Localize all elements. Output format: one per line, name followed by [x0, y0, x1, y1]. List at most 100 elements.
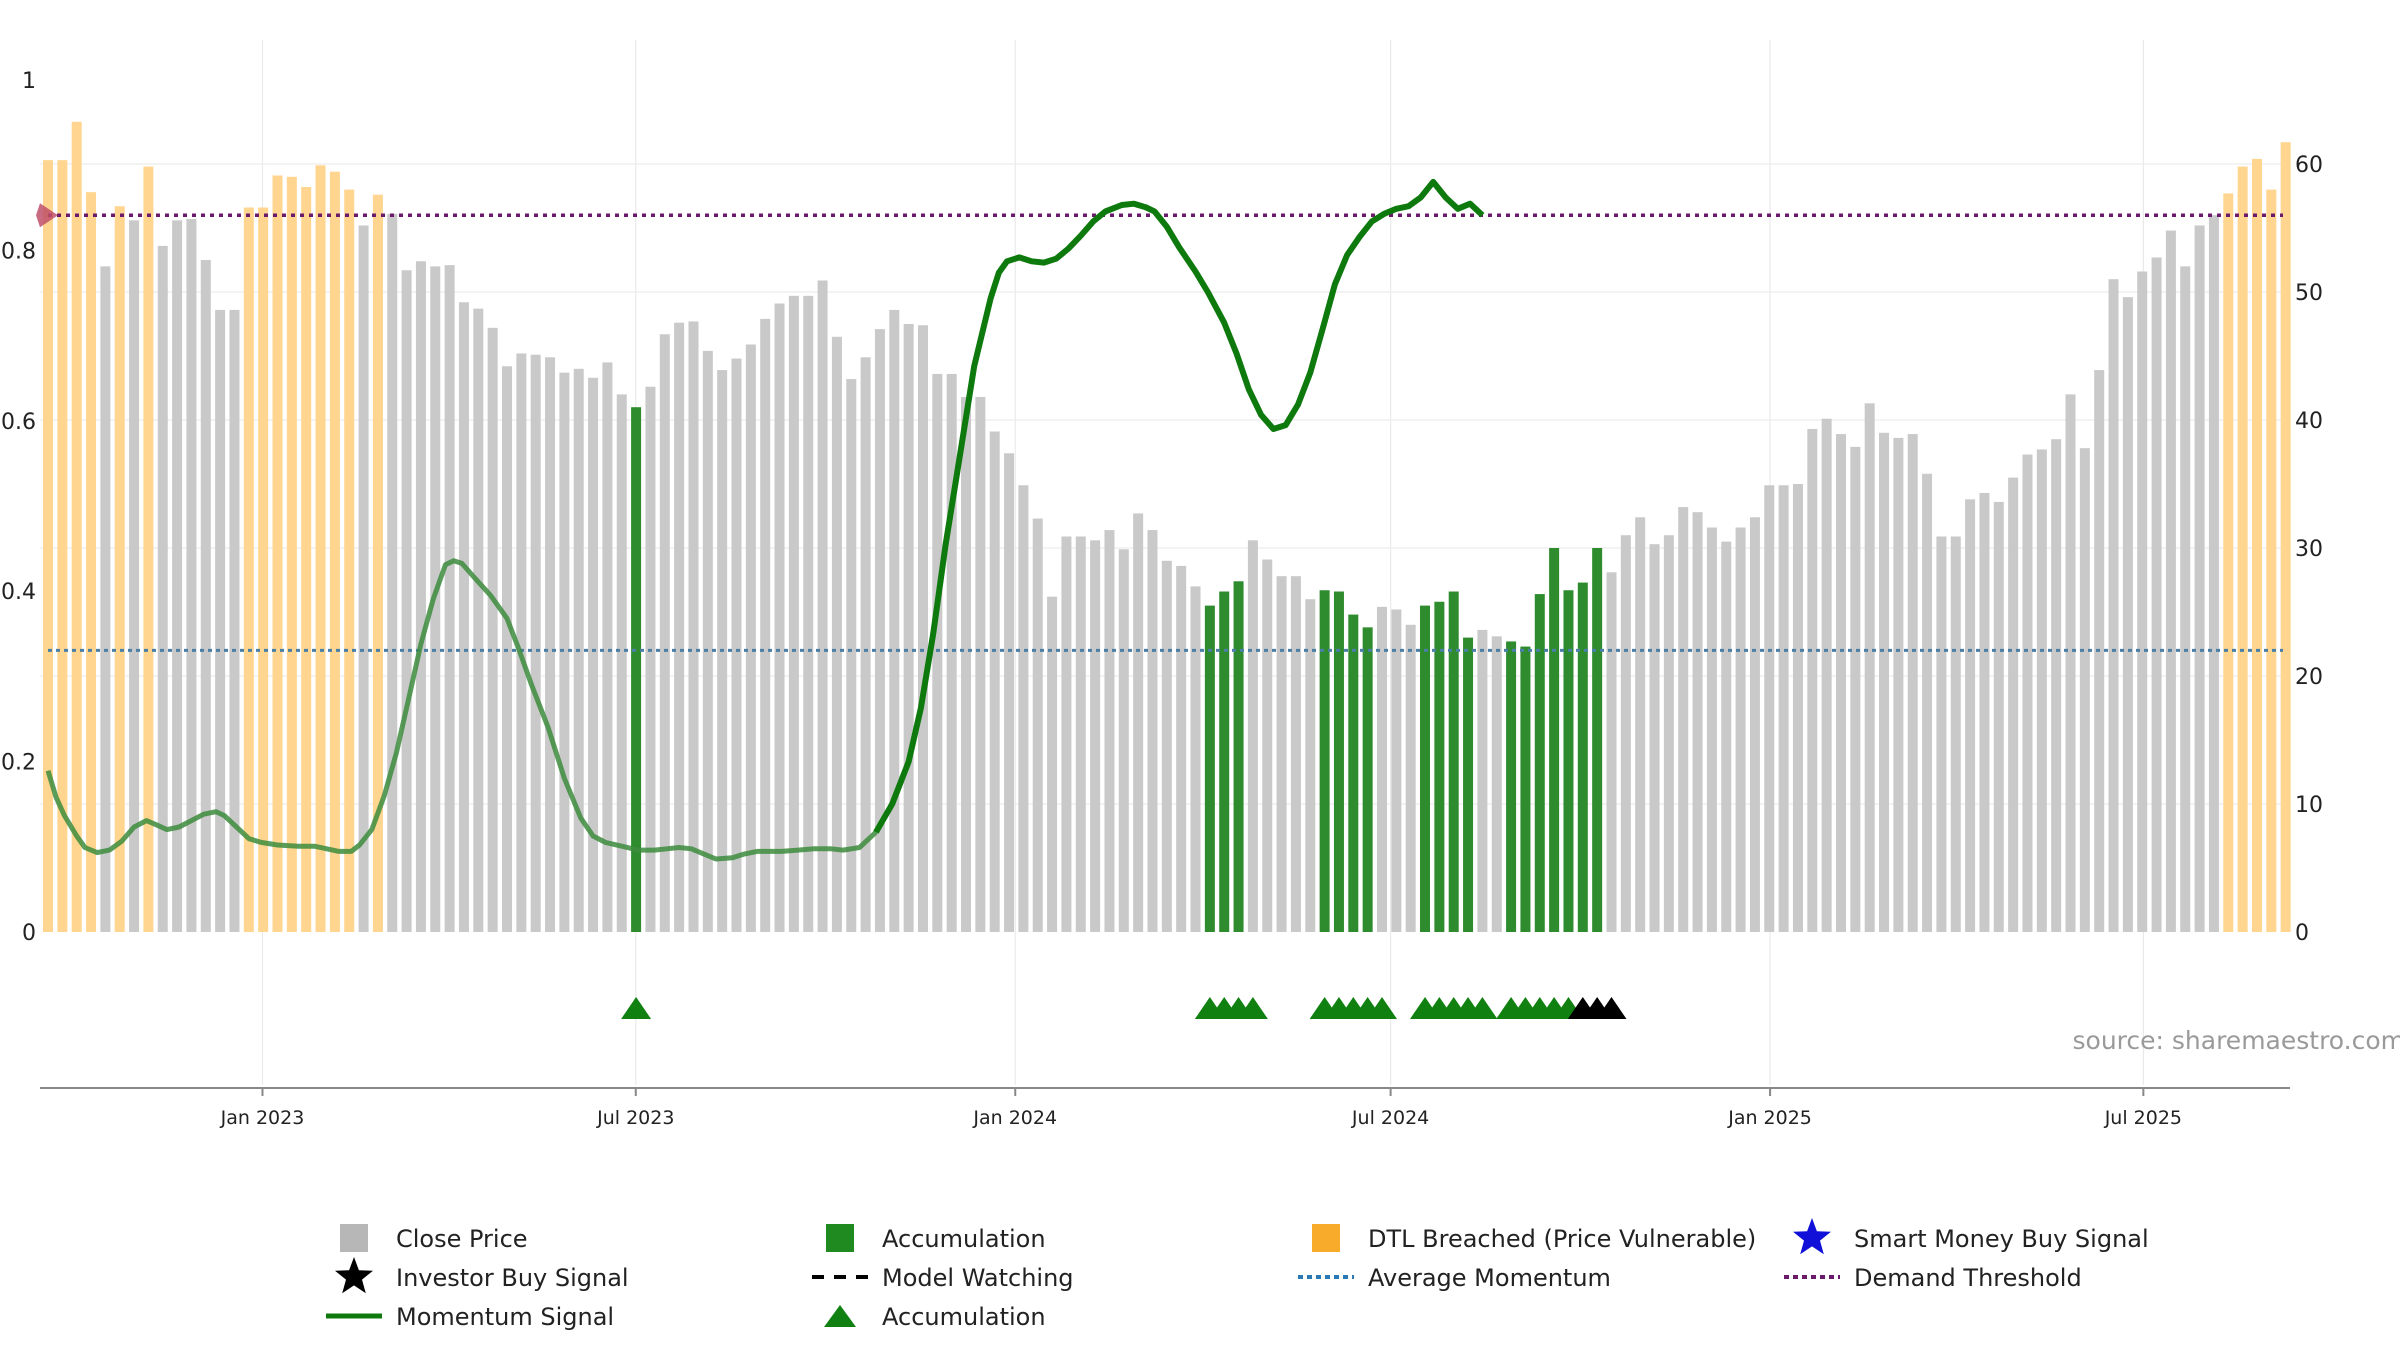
x-tick-label: Jan 2025	[1727, 1107, 1812, 1129]
left-tick-label: 0.8	[1, 239, 36, 264]
close-price-bar	[817, 280, 828, 933]
close-price-bar	[473, 308, 484, 932]
close-price-bar	[1678, 507, 1689, 932]
close-price-bar	[2022, 454, 2033, 932]
close-price-bar	[186, 219, 197, 933]
close-price-bar	[961, 396, 972, 933]
close-price-bar	[745, 344, 756, 933]
dtl-breached-bar	[329, 171, 340, 932]
accumulation-bar	[1577, 582, 1588, 932]
close-price-bar	[1936, 536, 1947, 932]
close-price-bar	[1850, 446, 1861, 932]
legend-square-swatch	[1312, 1224, 1340, 1252]
close-price-bar	[1405, 624, 1416, 932]
close-price-bar	[100, 266, 111, 932]
legend-item: DTL Breached (Price Vulnerable)	[1312, 1224, 1756, 1253]
close-price-bar	[645, 386, 656, 933]
close-price-bar	[874, 329, 885, 932]
x-tick-label: Jul 2023	[596, 1107, 674, 1129]
signal-markers	[621, 997, 1627, 1019]
legend-label: Model Watching	[882, 1264, 1074, 1292]
left-tick-label: 1	[22, 69, 36, 94]
left-tick-label: 0	[22, 921, 36, 946]
legend-star-icon	[335, 1257, 373, 1294]
right-tick-label: 40	[2295, 409, 2323, 434]
dtl-breached-bar	[372, 194, 383, 933]
momentum-signal-line-faded	[45, 558, 878, 862]
dtl-breached-bar	[71, 121, 82, 932]
close-price-bar	[200, 260, 211, 932]
dtl-breached-bar	[114, 206, 125, 933]
accumulation-bar	[631, 407, 642, 932]
close-price-bar	[1836, 434, 1846, 932]
accumulation-marker	[1237, 997, 1268, 1019]
accumulation-bar	[1233, 581, 1244, 932]
legend-item: Demand Threshold	[1784, 1264, 2082, 1292]
accumulation-bar	[1506, 641, 1517, 932]
close-price-bar	[1118, 549, 1129, 932]
x-tick-label: Jan 2023	[220, 1107, 305, 1129]
accumulation-bar	[1549, 548, 1560, 932]
close-price-bar	[157, 245, 168, 933]
left-tick-label: 0.2	[1, 751, 36, 776]
close-price-bar	[530, 354, 541, 933]
dtl-breached-bar	[344, 189, 355, 933]
legend-label: Close Price	[396, 1225, 528, 1253]
close-price-bar	[989, 431, 1000, 932]
close-price-bar	[1979, 492, 1990, 932]
legend-item: Close Price	[340, 1224, 528, 1253]
legend-item: Momentum Signal	[326, 1303, 614, 1331]
source-annotation: source: sharemaestro.com	[2073, 1026, 2400, 1055]
momentum-signal-line	[873, 178, 1485, 834]
close-price-bar	[2051, 439, 2062, 932]
close-price-bar	[1706, 527, 1717, 932]
close-price-bar	[1376, 606, 1387, 932]
close-price-bar	[1190, 586, 1201, 932]
close-price-bar	[1147, 530, 1158, 932]
left-tick-label: 0.4	[1, 580, 36, 605]
close-price-bar	[1290, 576, 1301, 932]
accumulation-bar	[1204, 605, 1215, 932]
close-price-bar	[860, 357, 871, 932]
close-price-bar	[616, 394, 627, 932]
close-price-bar	[545, 357, 556, 932]
close-price-bar	[2036, 449, 2047, 932]
momentum-line	[45, 178, 1485, 862]
dtl-breached-bar	[272, 175, 283, 932]
accumulation-bar	[1362, 627, 1373, 932]
investor-buy-signal-marker	[1596, 997, 1627, 1019]
close-price-bar	[1821, 418, 1832, 933]
close-price-bar	[358, 225, 369, 932]
accumulation-marker	[1467, 997, 1498, 1019]
close-price-bar	[1692, 512, 1703, 932]
close-price-bar	[129, 220, 140, 932]
close-price-bar	[2065, 394, 2076, 932]
close-price-bar	[487, 327, 498, 933]
accumulation-bar	[1434, 601, 1445, 932]
close-price-bar	[1965, 499, 1976, 932]
close-price-bar	[1305, 599, 1316, 932]
close-price-bar	[1018, 485, 1029, 932]
close-price-bar	[516, 353, 527, 932]
close-price-bar	[2151, 257, 2162, 932]
close-price-bar	[1764, 485, 1775, 932]
legend-item: Accumulation	[824, 1303, 1046, 1331]
accumulation-bar	[1463, 637, 1474, 932]
close-price-bar	[1950, 536, 1961, 932]
close-price-bar	[1606, 572, 1617, 932]
close-price-bar	[2122, 297, 2133, 932]
right-tick-label: 0	[2295, 921, 2309, 946]
right-tick-label: 50	[2295, 281, 2323, 306]
legend-label: Smart Money Buy Signal	[1854, 1225, 2149, 1253]
dtl-breached-bar	[2280, 142, 2291, 933]
close-price-bar	[387, 213, 398, 933]
close-price-bar	[1004, 453, 1015, 932]
right-tick-label: 20	[2295, 665, 2323, 690]
close-price-bar	[975, 396, 986, 933]
close-price-bar	[1635, 517, 1646, 932]
close-price-bar	[2108, 279, 2119, 932]
close-price-bar	[1778, 485, 1789, 932]
accumulation-bar	[1319, 590, 1330, 932]
legend-label: Average Momentum	[1368, 1264, 1611, 1292]
